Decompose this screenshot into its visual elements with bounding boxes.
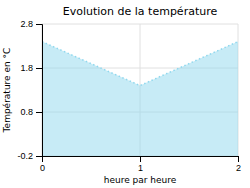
y-axis-label: Température en °C bbox=[2, 48, 12, 134]
tick: 2.8 bbox=[20, 19, 42, 29]
tick: -0.2 bbox=[17, 151, 42, 161]
tick-mark bbox=[36, 68, 42, 69]
tick-label: 1.8 bbox=[20, 63, 33, 73]
tick-label: 2 bbox=[236, 163, 241, 173]
y-axis: -0.2 0.8 1.8 2.8 bbox=[17, 19, 42, 161]
tick: 0.8 bbox=[20, 107, 42, 117]
chart: 0 1 2 -0.2 0.8 1.8 2.8 Evolution de la températ… bbox=[0, 0, 250, 188]
tick: 1.8 bbox=[20, 63, 42, 73]
title: Evolution de la température bbox=[63, 5, 218, 18]
tick-mark bbox=[36, 24, 42, 25]
tick-label: -0.2 bbox=[17, 151, 33, 161]
tick: 0 bbox=[40, 156, 45, 173]
tick-mark bbox=[140, 156, 141, 162]
marks bbox=[42, 42, 238, 156]
tick-mark bbox=[36, 156, 42, 157]
axis-line bbox=[43, 157, 239, 163]
tick: 2 bbox=[236, 156, 241, 173]
grid bbox=[42, 24, 238, 156]
plot: 0 1 2 -0.2 0.8 1.8 2.8 bbox=[17, 19, 241, 173]
tick-label: 2.8 bbox=[20, 19, 33, 29]
tick-label: 0 bbox=[40, 163, 45, 173]
area bbox=[42, 42, 238, 156]
tick-mark bbox=[238, 156, 239, 162]
axis-line bbox=[36, 25, 43, 157]
tick-label: 0.8 bbox=[20, 107, 33, 117]
x-axis-label: heure par heure bbox=[104, 175, 177, 185]
tick: 1 bbox=[138, 156, 143, 173]
tick-mark bbox=[36, 112, 42, 113]
x-axis: 0 1 2 bbox=[40, 156, 241, 173]
tick-label: 1 bbox=[138, 163, 143, 173]
line bbox=[42, 42, 238, 86]
